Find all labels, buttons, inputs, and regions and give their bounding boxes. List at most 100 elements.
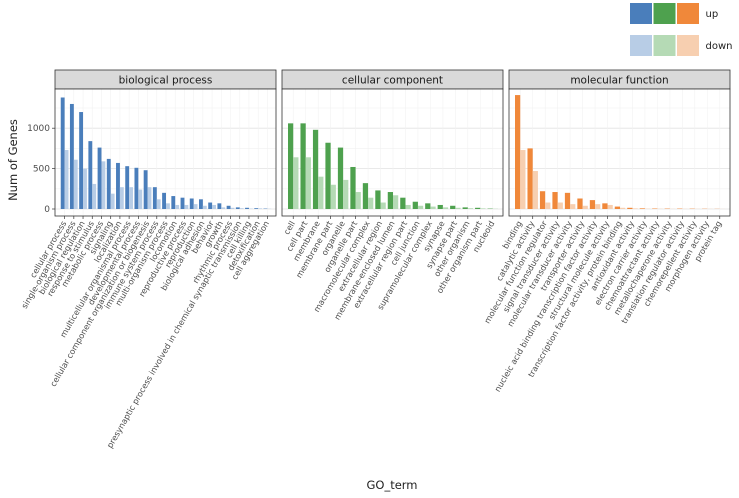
bar-up-reproductive-process bbox=[180, 197, 185, 209]
bar-up-multicellular-organismal-process bbox=[125, 166, 130, 209]
bar-down-transcription-factor-activity-protein-binding bbox=[620, 207, 626, 209]
bar-up-catalytic-activity bbox=[527, 148, 533, 209]
bar-down-macromolecular-complex bbox=[368, 197, 374, 209]
bar-up-signal-transducer-activity bbox=[552, 192, 558, 209]
bar-down-cellular-component-organization-or-biogenesis bbox=[147, 187, 152, 209]
facet-strip-label: biological process bbox=[119, 75, 213, 87]
bar-down-membrane bbox=[318, 176, 324, 209]
bar-down-signaling bbox=[110, 193, 115, 209]
facet-strip-label: molecular function bbox=[570, 75, 668, 87]
bar-up-detoxification bbox=[254, 208, 259, 209]
bar-up-cell-part bbox=[300, 123, 306, 209]
bar-down-synapse-part bbox=[455, 207, 461, 209]
plot-background bbox=[509, 89, 730, 216]
bar-up-nucleic-acid-binding-transcription-factor-activity bbox=[589, 200, 596, 209]
bar-up-multi-organism-process bbox=[162, 192, 166, 209]
bar-up-behavior bbox=[208, 202, 213, 209]
bar-down-multi-organism-process bbox=[166, 203, 170, 209]
bar-up-supramolecular-complex bbox=[425, 203, 431, 209]
bar-up-immune-system-process bbox=[152, 187, 157, 209]
bar-down-molecular-function-regulator bbox=[545, 202, 551, 209]
bar-down-transporter-activity bbox=[582, 205, 588, 209]
bar-up-membrane bbox=[312, 129, 319, 209]
bar-down-other-organism-part bbox=[480, 208, 486, 209]
bar-up-organelle-part bbox=[350, 166, 356, 209]
bar-down-extracellular-region bbox=[380, 202, 386, 209]
bar-down-biological-regulation bbox=[83, 168, 87, 209]
bar-down-single-organism-process bbox=[73, 159, 78, 209]
panel-border bbox=[508, 88, 731, 217]
bar-up-extracellular-region-part bbox=[400, 197, 406, 209]
bar-down-organelle bbox=[343, 179, 349, 209]
bar-up-cell-junction bbox=[412, 201, 418, 209]
bar-up-growth bbox=[217, 203, 222, 209]
bar-down-response-to-stimulus bbox=[92, 183, 97, 209]
bar-down-other-organism bbox=[467, 208, 474, 209]
bar-up-binding bbox=[515, 95, 521, 209]
bar-up-molecular-function-regulator bbox=[539, 191, 546, 209]
bar-down-synapse bbox=[442, 207, 449, 209]
bar-up-extracellular-region bbox=[375, 190, 381, 209]
bar-up-organelle bbox=[337, 147, 344, 209]
bar-down-reproduction bbox=[193, 204, 198, 209]
legend-label-up: up bbox=[706, 9, 719, 20]
bar-up-biological-adhesion bbox=[199, 199, 203, 209]
bar-up-metabolic-process bbox=[97, 147, 102, 209]
bar-down-organelle-part bbox=[355, 192, 361, 209]
bar-up-synapse bbox=[437, 204, 443, 209]
legend-key-up-biological-process bbox=[630, 3, 652, 24]
bar-down-cell-part bbox=[305, 157, 311, 209]
bar-up-cell bbox=[288, 123, 294, 209]
bar-up-signaling bbox=[106, 158, 111, 209]
bar-up-molecular-transducer-activity bbox=[564, 192, 571, 209]
panel-border bbox=[281, 88, 504, 217]
panel-border bbox=[54, 88, 277, 217]
bar-up-developmental-process bbox=[134, 167, 139, 209]
bar-up-localization bbox=[116, 162, 120, 209]
bar-up-response-to-stimulus bbox=[88, 141, 93, 209]
y-tick-label: 1000 bbox=[27, 124, 50, 134]
legend-key-up-cellular-component bbox=[653, 3, 676, 24]
bar-up-other-organism bbox=[462, 207, 468, 209]
legend-key-down-molecular-function bbox=[677, 35, 699, 56]
y-axis: 0 500 1000 bbox=[27, 124, 55, 215]
bar-down-detoxification bbox=[258, 208, 263, 209]
x-axis-title: GO_term bbox=[366, 478, 417, 492]
bar-up-cellular-process bbox=[60, 97, 65, 209]
legend: up down bbox=[630, 3, 732, 56]
bar-down-presynaptic-process-involved-in-chemical-synaptic-transmission bbox=[239, 208, 244, 209]
bar-down-rhythmic-process bbox=[230, 207, 235, 209]
bar-down-behavior bbox=[212, 204, 216, 209]
bar-down-cell bbox=[293, 157, 299, 209]
bar-up-other-organism-part bbox=[475, 207, 481, 209]
bar-down-membrane-enclosed-lumen bbox=[393, 195, 399, 209]
legend-key-down-cellular-component bbox=[653, 35, 676, 56]
bar-down-molecular-transducer-activity bbox=[570, 204, 576, 209]
legend-key-up-molecular-function bbox=[677, 3, 699, 24]
bar-down-structural-molecule-activity bbox=[607, 204, 613, 209]
bar-up-rhythmic-process bbox=[226, 205, 231, 209]
bar-up-biological-regulation bbox=[79, 112, 84, 209]
bar-down-multicellular-organismal-process bbox=[129, 187, 133, 209]
bar-down-developmental-process bbox=[138, 189, 143, 209]
bar-down-localization bbox=[119, 187, 124, 209]
bar-up-single-organism-process bbox=[69, 103, 74, 209]
bar-down-cellular-process bbox=[64, 150, 69, 209]
legend-label-down: down bbox=[706, 41, 733, 52]
y-tick-label: 500 bbox=[33, 165, 50, 175]
facet-strip-label: cellular component bbox=[342, 75, 443, 87]
bar-down-catalytic-activity bbox=[532, 171, 538, 209]
bar-down-immune-system-process bbox=[156, 199, 161, 209]
legend-key-down-biological-process bbox=[630, 35, 652, 56]
bar-down-signal-transducer-activity bbox=[557, 202, 563, 209]
bar-up-synapse-part bbox=[450, 205, 456, 209]
bar-down-nucleic-acid-binding-transcription-factor-activity bbox=[595, 204, 601, 209]
bar-up-structural-molecule-activity bbox=[602, 203, 608, 209]
y-axis-title: Num of Genes bbox=[6, 119, 20, 201]
y-tick-label: 0 bbox=[44, 205, 50, 215]
